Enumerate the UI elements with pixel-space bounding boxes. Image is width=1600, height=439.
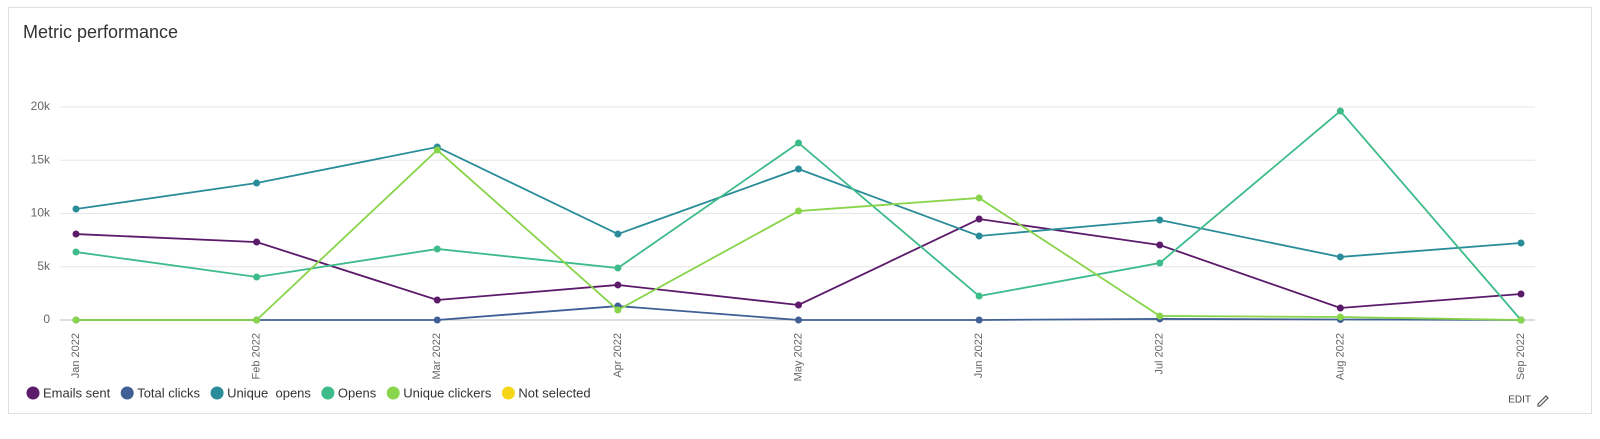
- legend-label: Opens: [338, 385, 377, 400]
- legend-swatch: [120, 386, 134, 400]
- data-point: [1336, 107, 1344, 115]
- data-point: [795, 301, 802, 309]
- legend-swatch: [210, 386, 224, 400]
- x-tick-label: Jul 2022: [1154, 333, 1166, 375]
- x-tick-label: Feb 2022: [251, 333, 263, 379]
- data-point: [795, 316, 802, 324]
- data-point: [795, 207, 802, 215]
- x-tick-label: Jun 2022: [973, 333, 985, 378]
- data-point: [1517, 239, 1525, 247]
- legend-label: Total clicks: [137, 385, 200, 400]
- card-title: Metric performance: [23, 22, 178, 42]
- y-tick-label: 5k: [37, 259, 51, 273]
- edit-button[interactable]: EDIT: [1508, 395, 1531, 406]
- y-tick-label: 15k: [31, 152, 51, 166]
- data-point: [433, 316, 441, 324]
- data-point: [975, 194, 983, 202]
- data-point: [1156, 216, 1164, 224]
- data-point: [975, 292, 983, 300]
- x-tick-label: Aug 2022: [1334, 333, 1346, 380]
- data-point: [1336, 304, 1344, 312]
- x-tick-label: Mar 2022: [431, 333, 443, 379]
- data-point: [72, 316, 80, 324]
- legend-swatch: [321, 386, 335, 400]
- data-point: [433, 245, 441, 253]
- data-point: [433, 146, 441, 154]
- data-point: [1156, 312, 1164, 320]
- data-point: [1517, 316, 1525, 324]
- data-point: [614, 230, 622, 238]
- data-point: [253, 273, 261, 281]
- legend-label: Unique opens: [227, 385, 311, 400]
- x-tick-label: Apr 2022: [612, 333, 624, 378]
- data-point: [975, 316, 983, 324]
- data-point: [1156, 259, 1164, 267]
- data-point: [72, 230, 80, 238]
- legend-label: Emails sent: [43, 385, 111, 400]
- edit-icon[interactable]: [1537, 395, 1549, 407]
- data-point: [433, 296, 441, 304]
- data-point: [975, 215, 983, 223]
- data-point: [975, 232, 983, 240]
- data-point: [1336, 313, 1344, 321]
- x-tick-label: Jan 2022: [70, 333, 82, 378]
- legend-label: Unique clickers: [403, 385, 492, 400]
- data-point: [614, 281, 622, 289]
- data-point: [1336, 253, 1344, 261]
- x-tick-label: Sep 2022: [1515, 333, 1527, 380]
- data-point: [253, 316, 261, 324]
- y-tick-label: 10k: [31, 206, 51, 220]
- data-point: [253, 179, 261, 187]
- data-point: [253, 238, 261, 246]
- y-tick-label: 0: [43, 312, 50, 326]
- data-point: [1156, 241, 1164, 249]
- legend-swatch: [501, 386, 515, 400]
- legend-label: Not selected: [518, 385, 590, 400]
- legend-swatch: [26, 386, 40, 400]
- data-point: [614, 306, 622, 314]
- data-point: [1517, 290, 1525, 298]
- data-point: [795, 139, 802, 147]
- data-point: [614, 264, 622, 272]
- x-tick-label: May 2022: [792, 333, 804, 381]
- data-point: [795, 165, 802, 173]
- data-point: [72, 248, 80, 256]
- data-point: [72, 205, 80, 213]
- legend-swatch: [386, 386, 400, 400]
- y-tick-label: 20k: [31, 99, 51, 113]
